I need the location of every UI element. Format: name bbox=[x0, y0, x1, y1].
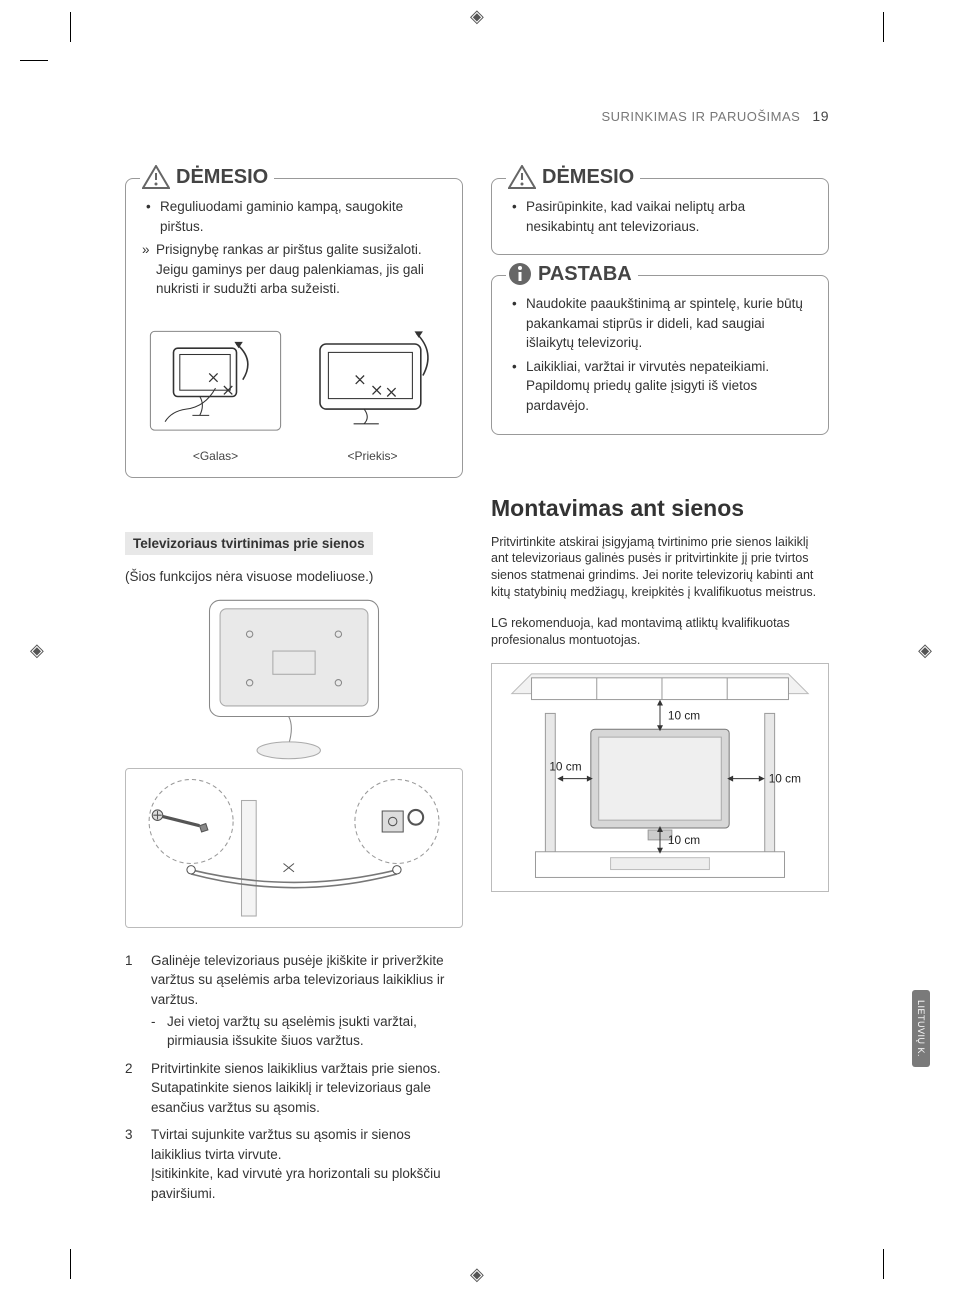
note-bullet: Naudokite paaukštinimą ar spintelę, kuri… bbox=[512, 294, 812, 353]
caution-subitem: Prisignybę rankas ar pirštus galite susi… bbox=[142, 240, 446, 299]
warning-icon bbox=[142, 165, 170, 189]
caution-bullet: Reguliuodami gaminio kampą, saugokite pi… bbox=[146, 197, 446, 236]
note-title: PASTABA bbox=[506, 262, 638, 286]
clearance-label-right: 10 cm bbox=[769, 771, 801, 785]
step-3-extra: Įsitikinkite, kad virvutė yra horizontal… bbox=[151, 1164, 463, 1203]
caution-bullet: Pasirūpinkite, kad vaikai neliptų arba n… bbox=[512, 197, 812, 236]
info-icon bbox=[508, 262, 532, 286]
wall-bracket-cord-diagram bbox=[125, 768, 463, 928]
wall-secure-note: (Šios funkcijos nėra visuose modeliuose.… bbox=[125, 569, 463, 584]
clearance-label-bottom: 10 cm bbox=[668, 833, 700, 847]
step-1-text: Galinėje televizoriaus pusėje įkiškite i… bbox=[151, 953, 444, 1007]
step-1a: Jei vietoj varžtų su ąselėmis įsukti var… bbox=[151, 1012, 463, 1051]
right-column: DĖMESIO Pasirūpinkite, kad vaikai nelipt… bbox=[491, 178, 829, 1212]
caution-title-text: DĖMESIO bbox=[176, 166, 268, 189]
wall-mount-heading: Montavimas ant sienos bbox=[491, 495, 829, 522]
diagram-label-back: <Galas> bbox=[142, 449, 289, 463]
tilt-diagram-row: <Galas> <Pr bbox=[142, 323, 446, 464]
wall-secure-heading: Televizoriaus tvirtinimas prie sienos bbox=[125, 532, 373, 555]
wall-mount-clearance-diagram: 10 cm 10 cm 10 cm 10 cm bbox=[491, 663, 829, 892]
step-1: Galinėje televizoriaus pusėje įkiškite i… bbox=[125, 951, 463, 1051]
page: SURINKIMAS IR PARUOŠIMAS 19 DĖMESIO Regu… bbox=[70, 20, 884, 1270]
step-2-extra: Sutapatinkite sienos laikiklį ir televiz… bbox=[151, 1078, 463, 1117]
step-2-text: Pritvirtinkite sienos laikiklius varžtai… bbox=[151, 1061, 441, 1076]
registration-mark-right: ◈ bbox=[918, 640, 932, 661]
wall-mount-paragraph: LG rekomenduoja, kad montavimą atliktų k… bbox=[491, 615, 829, 649]
left-column: DĖMESIO Reguliuodami gaminio kampą, saug… bbox=[125, 178, 463, 1212]
warning-icon bbox=[508, 165, 536, 189]
tilt-diagram-back bbox=[142, 323, 289, 439]
clearance-label-top: 10 cm bbox=[668, 708, 700, 722]
caution-title-text: DĖMESIO bbox=[542, 166, 634, 189]
caution-box-children: DĖMESIO Pasirūpinkite, kad vaikai nelipt… bbox=[491, 178, 829, 255]
step-3: Tvirtai sujunkite varžtus su ąsomis ir s… bbox=[125, 1125, 463, 1203]
note-title-text: PASTABA bbox=[538, 263, 632, 286]
page-number: 19 bbox=[812, 108, 829, 124]
clearance-label-left: 10 cm bbox=[549, 759, 581, 773]
tilt-diagram-front bbox=[299, 323, 446, 439]
note-bullet: Laikikliai, varžtai ir virvutės nepateik… bbox=[512, 357, 812, 416]
wall-mount-paragraph: Pritvirtinkite atskirai įsigyjamą tvirti… bbox=[491, 534, 829, 602]
crop-tick bbox=[20, 60, 48, 61]
section-name: SURINKIMAS IR PARUOŠIMAS bbox=[601, 109, 800, 124]
caution-title: DĖMESIO bbox=[140, 165, 274, 189]
wall-secure-steps: Galinėje televizoriaus pusėje įkiškite i… bbox=[125, 951, 463, 1204]
registration-mark-left: ◈ bbox=[30, 640, 44, 661]
language-tab: LIETUVIŲ K. bbox=[912, 990, 930, 1067]
caution-title: DĖMESIO bbox=[506, 165, 640, 189]
diagram-label-front: <Priekis> bbox=[299, 449, 446, 463]
running-header: SURINKIMAS IR PARUOŠIMAS 19 bbox=[601, 108, 829, 124]
step-3-text: Tvirtai sujunkite varžtus su ąsomis ir s… bbox=[151, 1127, 411, 1162]
note-box: PASTABA Naudokite paaukštinimą ar spinte… bbox=[491, 275, 829, 434]
step-2: Pritvirtinkite sienos laikiklius varžtai… bbox=[125, 1059, 463, 1118]
tv-back-eyebolt-diagram bbox=[125, 594, 463, 763]
caution-box-angle: DĖMESIO Reguliuodami gaminio kampą, saug… bbox=[125, 178, 463, 478]
